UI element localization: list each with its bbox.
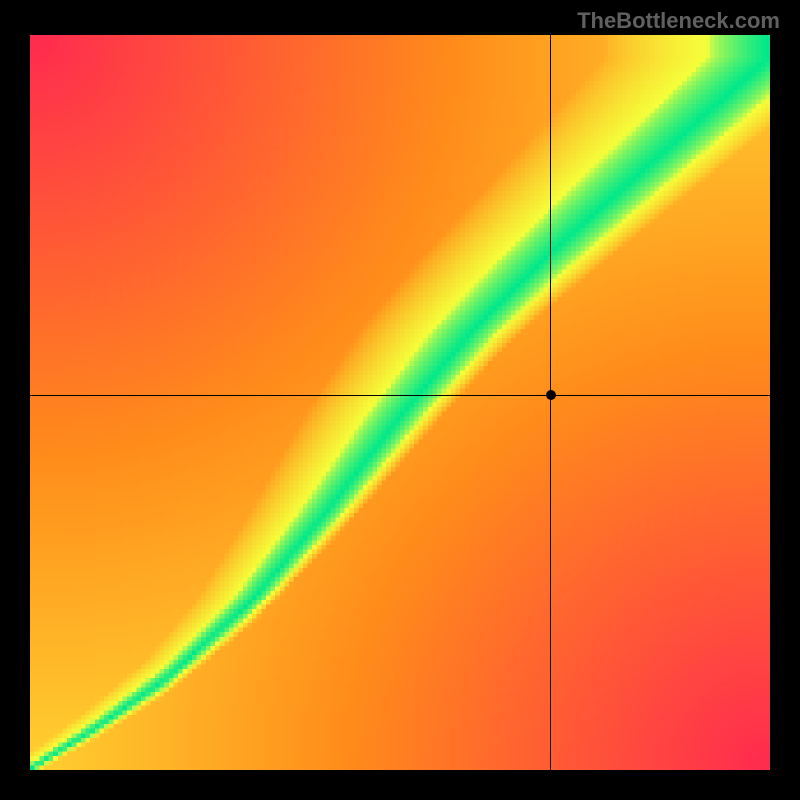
bottleneck-heatmap bbox=[30, 35, 770, 770]
watermark-text: TheBottleneck.com bbox=[577, 8, 780, 34]
crosshair-horizontal bbox=[30, 395, 770, 396]
crosshair-vertical bbox=[550, 35, 551, 770]
